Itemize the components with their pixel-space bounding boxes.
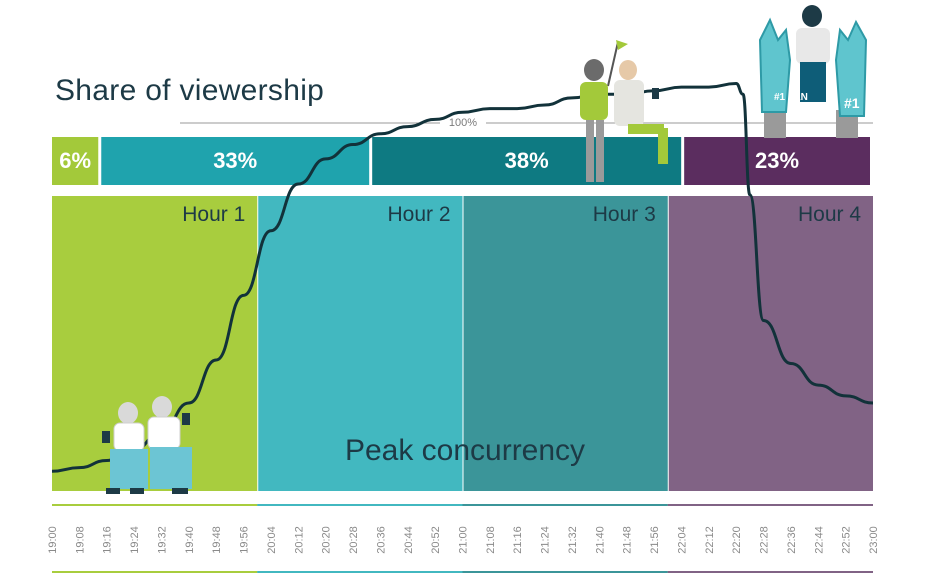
hour-panel [668,196,873,491]
share-segment-label: 6% [59,148,91,173]
fan-illustration-right: #1 FAN #1 [758,5,868,138]
x-tick-label: 19:24 [129,526,141,554]
x-tick-label: 22:52 [841,526,853,554]
hour-panel [463,196,668,491]
viewers-illustration-middle [580,40,668,182]
x-tick-label: 21:16 [512,526,524,554]
hour-label: Hour 2 [387,203,450,226]
fan-sign-text: #1 FAN [774,92,808,103]
x-tick-label: 21:32 [567,526,579,554]
reference-label: 100% [449,117,477,129]
x-axis-ticks: 19:00 19:08 19:16 19:24 19:32 19:40 19:48 19:56… [47,526,880,554]
x-tick-label: 22:28 [759,526,771,554]
axis-segments [52,504,873,573]
share-segment-label: 38% [505,148,549,173]
share-segment [372,137,682,185]
hour-label: Hour 1 [182,203,245,226]
x-tick-label: 19:00 [47,526,59,554]
x-tick-label: 20:52 [430,526,442,554]
foam-finger-icon [834,19,868,117]
share-segment [684,137,870,185]
x-tick-label: 21:48 [622,526,634,554]
x-tick-label: 19:08 [74,526,86,554]
x-tick-label: 19:48 [211,526,223,554]
x-tick-label: 21:24 [540,526,552,554]
x-tick-label: 22:20 [731,526,743,554]
chart-title: Share of viewership [55,74,325,107]
phone-icon [182,413,190,425]
hour-label: Hour 3 [593,203,656,226]
x-tick-label: 22:04 [676,526,688,554]
x-tick-label: 19:40 [184,526,196,554]
peak-concurrency-label: Peak concurrency [345,434,585,467]
x-tick-label: 21:08 [485,526,497,554]
x-tick-label: 19:16 [102,526,114,554]
x-tick-label: 20:36 [375,526,387,554]
x-tick-label: 20:04 [266,526,278,554]
x-tick-label: 22:12 [704,526,716,554]
foam-finger-icon [758,17,792,113]
flag-icon [616,40,628,50]
viewership-line [51,82,874,473]
share-segment [101,137,370,185]
x-tick-label: 21:00 [458,526,470,554]
fan-sign-text: #1 [844,95,860,111]
hour-panels: Hour 1 Hour 2 Hour 3 Hour 4 [52,196,873,491]
x-tick-label: 21:40 [594,526,606,554]
share-segment-label: 33% [213,148,257,173]
x-tick-label: 22:44 [813,526,825,554]
phone-icon [652,88,659,99]
x-tick-label: 23:00 [868,526,880,554]
viewers-illustration-left [102,396,192,494]
share-bar: 6% 33% 38% 23% [52,137,870,185]
share-segment [52,137,99,185]
x-tick-label: 19:32 [156,526,168,554]
x-tick-label: 21:56 [649,526,661,554]
hour-label: Hour 4 [798,203,861,226]
x-tick-label: 20:12 [293,526,305,554]
x-tick-label: 20:20 [321,526,333,554]
x-tick-label: 22:36 [786,526,798,554]
viewer-head-icon [118,402,138,424]
share-segment-label: 23% [755,148,799,173]
x-tick-label: 19:56 [239,526,251,554]
x-tick-label: 20:44 [403,526,415,554]
phone-icon [102,431,110,443]
reference-label-bg [440,114,486,130]
x-tick-label: 20:28 [348,526,360,554]
hour-panel [258,196,463,491]
